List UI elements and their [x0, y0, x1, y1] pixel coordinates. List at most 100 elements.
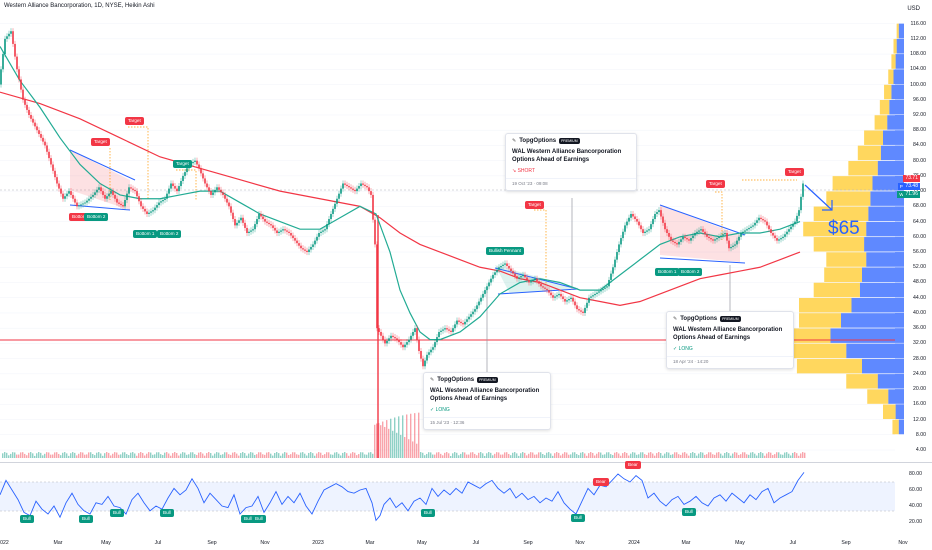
card-author[interactable]: TopgOptions [519, 138, 557, 144]
candle-body [254, 224, 256, 230]
volume-bar [144, 455, 146, 458]
volume-bar [190, 452, 192, 458]
volume-bar [670, 454, 672, 458]
candle-body [572, 297, 574, 302]
idea-card-long[interactable]: ✎ TopgOptions PREMIUM WAL Western Allian… [423, 372, 551, 430]
volume-bar [614, 452, 616, 458]
volume-profile-short [864, 130, 883, 145]
card-title[interactable]: WAL Western Alliance Bancorporation Opti… [430, 388, 540, 402]
candle-body [380, 331, 382, 336]
candle-body [408, 339, 410, 343]
bottom-tag: Bottom 2 [678, 268, 703, 276]
price-axis[interactable]: 116.00 112.00 108.00 104.00 100.00 96.00 92.00… [904, 0, 932, 462]
volume-profile-long [898, 23, 904, 39]
candle-body [626, 221, 628, 226]
volume-bar [518, 455, 520, 458]
panel-divider[interactable] [0, 462, 932, 463]
candle-body [424, 360, 426, 367]
candle-body [328, 219, 330, 225]
volume-bar [556, 452, 558, 458]
candle-body [86, 200, 88, 203]
volume-bar [62, 452, 64, 458]
volume-bar [204, 455, 206, 458]
volume-bar [410, 413, 412, 458]
candle-body [520, 276, 522, 278]
volume-bar [740, 454, 742, 458]
candle-body [454, 324, 456, 329]
volume-bar [182, 452, 184, 458]
volume-profile-long [830, 328, 904, 343]
candle-body [640, 225, 642, 230]
candle-body [156, 205, 158, 208]
idea-card-long[interactable]: ✎ TopgOptions PREMIUM WAL Western Allian… [666, 311, 794, 369]
candle-body [698, 230, 700, 232]
candle-body [656, 212, 658, 214]
wedge-2024-top [659, 204, 746, 236]
idea-card-short[interactable]: ✎ TopgOptions PREMIUM WAL Western Allian… [505, 133, 637, 191]
time-tick: May [101, 540, 111, 546]
volume-bar [798, 455, 800, 458]
candle-body [144, 208, 146, 212]
rsi-axis[interactable]: 80.00 60.00 40.00 20.00 [904, 462, 932, 538]
volume-bar [384, 426, 386, 458]
volume-profile-short [848, 160, 878, 176]
candle-body [618, 244, 620, 253]
volume-bar [276, 452, 278, 458]
volume-bar [380, 425, 382, 458]
candle-body [224, 194, 226, 199]
candle-body [348, 186, 350, 188]
volume-bar [748, 454, 750, 458]
candle-body [178, 186, 180, 192]
candle-body [248, 231, 250, 233]
card-date: 18 Apr '24 · 14:20 [667, 356, 793, 368]
volume-bar [202, 453, 204, 458]
volume-bar [472, 452, 474, 458]
volume-bar [692, 452, 694, 458]
volume-bar [94, 455, 96, 458]
volume-bar [632, 452, 634, 458]
volume-profile-long [887, 114, 904, 130]
volume-bar [292, 452, 294, 458]
candle-body [26, 104, 28, 110]
card-signal: ↘ SHORT [506, 166, 636, 176]
volume-bar [468, 454, 470, 458]
candle-body [24, 99, 26, 105]
card-author[interactable]: TopgOptions [680, 316, 718, 322]
candle-body [546, 288, 548, 291]
card-author[interactable]: TopgOptions [437, 377, 475, 383]
candle-body [638, 221, 640, 226]
bottom-tag: Bottom 1 [655, 268, 680, 276]
rsi-bull-tag: Bull [252, 515, 266, 523]
volume-bar [6, 452, 8, 458]
volume-bar [404, 437, 406, 458]
candle-body [390, 335, 392, 339]
candle-body [392, 335, 394, 338]
card-title[interactable]: WAL Western Alliance Bancorporation Opti… [673, 327, 783, 341]
volume-bar [226, 452, 228, 458]
candle-body [236, 222, 238, 226]
ma-fast-path [0, 46, 801, 341]
candle-body [322, 230, 324, 232]
candle-body [396, 338, 398, 340]
time-axis[interactable]: 2022 Mar May Jul Sep Nov 2023 Mar May Jul Sep Nov 20… [0, 538, 932, 550]
card-title[interactable]: WAL Western Alliance Bancorporation Opti… [512, 149, 622, 163]
volume-bar [140, 452, 142, 458]
candle-body [790, 226, 792, 230]
candle-body [0, 69, 2, 85]
volume-bar [274, 452, 276, 458]
candle-body [146, 211, 148, 214]
volume-profile-short [891, 54, 896, 69]
candle-body [246, 227, 248, 233]
candle-body [176, 188, 178, 192]
volume-bar [586, 455, 588, 458]
candle-body [212, 192, 214, 195]
volume-bar [358, 454, 360, 458]
candle-body [118, 202, 120, 204]
volume-bar [804, 452, 806, 458]
candle-body [106, 196, 108, 199]
volume-bar [42, 455, 44, 458]
volume-bar [570, 454, 572, 458]
volume-bar [682, 452, 684, 458]
